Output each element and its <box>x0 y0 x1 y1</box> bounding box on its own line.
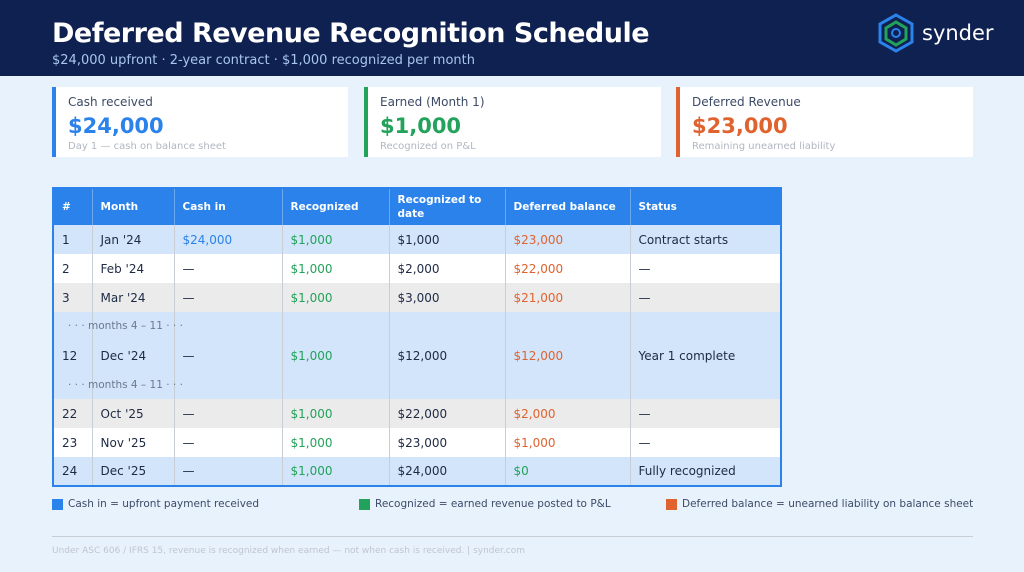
cell-number: 3 <box>53 283 93 312</box>
table-row: 12 · · · months 4 – 11 · · · · · · months … <box>53 312 782 399</box>
cell-number: 2 <box>53 254 93 283</box>
cell-status: — <box>630 283 782 312</box>
cell-cash-in: — <box>174 283 283 312</box>
cell-deferred-balance: $22,000 <box>505 254 631 283</box>
cell-recognized: $1,000 <box>282 254 390 283</box>
cell-status: — <box>630 428 782 457</box>
footer-note: Under ASC 606 / IFRS 15, revenue is reco… <box>52 546 526 556</box>
card-cash-received: Cash received $24,000 Day 1 — cash on ba… <box>52 87 348 157</box>
cell-deferred-balance: $21,000 <box>505 283 631 312</box>
card-sub: Day 1 — cash on balance sheet <box>68 141 226 152</box>
synder-logo-icon <box>878 13 914 53</box>
col-recognized: Recognized <box>282 188 390 225</box>
cell-recognized: $1,000 <box>282 312 390 399</box>
table-row: 22 Oct '25— $1,000 $22,000 $2,000— <box>53 399 782 428</box>
col-status: Status <box>630 188 782 225</box>
divider <box>52 536 973 537</box>
page-title: Deferred Revenue Recognition Schedule <box>52 18 650 49</box>
page-subtitle: $24,000 upfront · 2-year contract · $1,0… <box>52 53 475 68</box>
cell-recognized-to-date: $23,000 <box>389 428 506 457</box>
cell-recognized-to-date: $12,000 <box>389 312 506 399</box>
cell-recognized-to-date: $1,000 <box>389 225 506 254</box>
card-sub: Remaining unearned liability <box>692 141 836 152</box>
table-header: # Month Cash in Recognized Recognized to… <box>53 188 782 225</box>
cell-recognized: $1,000 <box>282 283 390 312</box>
col-month: Month <box>92 188 175 225</box>
card-deferred: Deferred Revenue $23,000 Remaining unear… <box>676 87 973 157</box>
orange-swatch <box>666 498 677 510</box>
cell-deferred-balance: $1,000 <box>505 428 631 457</box>
green-swatch <box>359 498 370 510</box>
cell-status: Fully recognized <box>630 457 782 486</box>
skipped-months-label: · · · months 4 – 11 · · · <box>68 379 183 391</box>
cell-recognized-to-date: $24,000 <box>389 457 506 486</box>
legend-text: Cash in = upfront payment received <box>68 498 260 510</box>
cell-cash-in: $24,000 <box>174 225 283 254</box>
legend-deferred: Deferred balance = unearned liability on… <box>666 498 973 510</box>
card-value: $23,000 <box>692 114 788 138</box>
card-label: Deferred Revenue <box>692 95 801 109</box>
legend-text: Deferred balance = unearned liability on… <box>682 498 974 510</box>
cell-deferred-balance: $2,000 <box>505 399 631 428</box>
cell-number: 23 <box>53 428 93 457</box>
table-row: 23 Nov '25— $1,000 $23,000 $1,000— <box>53 428 782 457</box>
cell-recognized-to-date: $22,000 <box>389 399 506 428</box>
cell-number: 22 <box>53 399 93 428</box>
legend-text: Recognized = earned revenue posted to P&… <box>375 498 611 510</box>
skipped-months-label: · · · months 4 – 11 · · · <box>68 320 183 332</box>
cell-cash-in: — <box>174 457 283 486</box>
col-number: # <box>53 188 93 225</box>
cell-month: Feb '24 <box>92 254 175 283</box>
card-label: Earned (Month 1) <box>380 95 485 109</box>
cell-cash-in: — <box>174 428 283 457</box>
header: Deferred Revenue Recognition Schedule $2… <box>0 0 1024 76</box>
legend-recognized: Recognized = earned revenue posted to P&… <box>359 498 611 510</box>
cell-cash-in: — <box>174 312 283 399</box>
table-row: 24 Dec '25— $1,000 $24,000 $0 Fully recognize… <box>53 457 782 486</box>
cell-number: 12 · · · months 4 – 11 · · · · · · months … <box>53 312 183 399</box>
col-cash-in: Cash in <box>174 188 283 225</box>
cell-status: — <box>630 254 782 283</box>
table-row: 3 Mar '24— $1,000 $3,000 $21,000— <box>53 283 782 312</box>
cell-deferred-balance: $23,000 <box>505 225 631 254</box>
cell-month: Mar '24 <box>92 283 175 312</box>
cell-deferred-balance: $12,000 <box>505 312 631 399</box>
cell-month: Oct '25 <box>92 399 175 428</box>
cell-month: Nov '25 <box>92 428 175 457</box>
col-recognized-to-date: Recognized to date <box>389 188 506 225</box>
synder-logo: synder <box>876 13 994 53</box>
schedule-table: # Month Cash in Recognized Recognized to… <box>52 187 782 487</box>
card-value: $1,000 <box>380 114 462 138</box>
cell-month: Dec '24 <box>92 312 175 399</box>
cell-recognized: $1,000 <box>282 225 390 254</box>
cell-status: Year 1 complete <box>630 312 782 399</box>
cell-recognized: $1,000 <box>282 399 390 428</box>
cell-status: — <box>630 399 782 428</box>
cell-cash-in: — <box>174 399 283 428</box>
cell-month: Dec '25 <box>92 457 175 486</box>
cell-recognized: $1,000 <box>282 457 390 486</box>
blue-swatch <box>52 498 63 510</box>
cell-number: 1 <box>53 225 93 254</box>
cell-recognized-to-date: $3,000 <box>389 283 506 312</box>
cell-deferred-balance: $0 <box>505 457 631 486</box>
cell-month: Jan '24 <box>92 225 175 254</box>
cell-recognized-to-date: $2,000 <box>389 254 506 283</box>
legend-cash-in: Cash in = upfront payment received <box>52 498 259 510</box>
col-deferred-balance: Deferred balance <box>505 188 631 225</box>
cell-recognized: $1,000 <box>282 428 390 457</box>
card-value: $24,000 <box>68 114 164 138</box>
cell-status: Contract starts <box>630 225 782 254</box>
cell-number: 24 <box>53 457 93 486</box>
table-row: 1 Jan '24 $24,000 $1,000 $1,000 $23,000 Contra… <box>53 225 782 254</box>
table-row: 2 Feb '24— $1,000 $2,000 $22,000— <box>53 254 782 283</box>
card-sub: Recognized on P&L <box>380 141 476 152</box>
card-earned: Earned (Month 1) $1,000 Recognized on P&… <box>364 87 661 157</box>
card-label: Cash received <box>68 95 153 109</box>
logo-text: synder <box>922 21 994 45</box>
cell-cash-in: — <box>174 254 283 283</box>
